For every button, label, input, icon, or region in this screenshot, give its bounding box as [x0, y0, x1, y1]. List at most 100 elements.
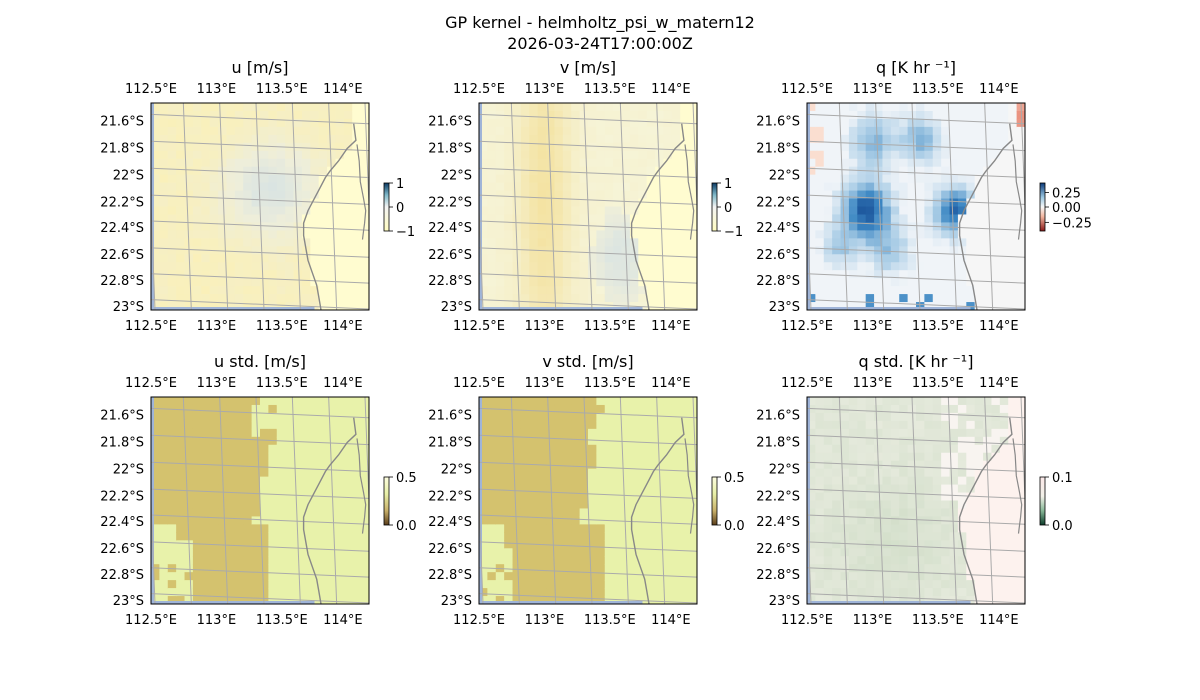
heatmap-cell	[1016, 476, 1025, 486]
heatmap-cell	[167, 126, 177, 136]
heatmap-cell	[882, 270, 892, 279]
y-tick-label: 23°S	[113, 594, 144, 609]
heatmap-cell	[999, 270, 1009, 279]
colorbar-tick-label: 0.0	[724, 519, 745, 534]
heatmap-cell	[260, 460, 269, 470]
heatmap-cell	[848, 110, 858, 120]
heatmap-cell	[957, 484, 967, 494]
heatmap-cell	[276, 572, 286, 581]
heatmap-cell	[201, 452, 211, 462]
heatmap-cell	[243, 500, 253, 510]
heatmap-cell	[949, 134, 959, 144]
heatmap-cell	[184, 476, 194, 486]
heatmap-cell	[646, 150, 656, 160]
heatmap-cell	[857, 294, 867, 303]
heatmap-cell	[218, 492, 228, 502]
heatmap-cell	[924, 452, 934, 462]
heatmap-cell	[857, 572, 867, 581]
heatmap-cell	[318, 158, 328, 168]
heatmap-cell	[554, 230, 564, 239]
heatmap-cell	[546, 484, 556, 494]
heatmap-cell	[663, 500, 673, 510]
heatmap-cell	[310, 190, 320, 200]
heatmap-cell	[916, 500, 925, 510]
heatmap-cell	[865, 500, 875, 510]
heatmap-cell	[924, 150, 934, 160]
heatmap-cell	[882, 428, 892, 438]
heatmap-cell	[815, 246, 825, 255]
heatmap-cell	[815, 262, 825, 271]
heatmap-cell	[840, 134, 850, 144]
heatmap-cell	[546, 142, 556, 152]
heatmap-cell	[823, 134, 833, 144]
heatmap-cell	[260, 198, 269, 208]
heatmap-cell	[201, 278, 211, 287]
heatmap-cell	[865, 412, 875, 422]
heatmap-cell	[352, 420, 362, 430]
heatmap-cell	[268, 278, 278, 287]
heatmap-cell	[260, 428, 269, 438]
colorbar	[1039, 182, 1046, 232]
heatmap-cell	[151, 174, 160, 184]
heatmap-cell	[529, 294, 539, 303]
heatmap-cell	[504, 206, 514, 216]
heatmap-cell	[949, 294, 959, 303]
heatmap-cell	[848, 588, 858, 597]
heatmap-cell	[285, 158, 295, 168]
heatmap-cell	[924, 548, 934, 557]
heatmap-cell	[974, 262, 984, 271]
heatmap-cell	[815, 580, 825, 589]
heatmap-cell	[192, 556, 202, 565]
heatmap-cell	[629, 524, 639, 533]
heatmap-cell	[1008, 238, 1018, 247]
heatmap-cell	[932, 198, 942, 208]
heatmap-cell	[874, 238, 884, 247]
heatmap-cell	[579, 238, 589, 247]
heatmap-cell	[983, 420, 993, 430]
colorbar	[711, 182, 718, 232]
heatmap-cell	[974, 238, 984, 247]
heatmap-cell	[832, 118, 842, 128]
heatmap-cell	[638, 484, 648, 494]
heatmap-cell	[957, 580, 967, 589]
heatmap-cell	[865, 254, 875, 263]
heatmap-cell	[663, 460, 673, 470]
heatmap-cell	[335, 452, 345, 462]
heatmap-cell	[621, 174, 631, 184]
heatmap-cell	[613, 404, 623, 414]
heatmap-cell	[360, 150, 369, 160]
heatmap-cell	[495, 230, 505, 239]
y-tick-label: 22.8°S	[756, 568, 800, 583]
y-tick-label: 22.4°S	[100, 515, 144, 530]
heatmap-cell	[571, 278, 581, 287]
heatmap-cell	[343, 158, 353, 168]
heatmap-cell	[680, 397, 690, 406]
heatmap-cell	[192, 294, 202, 303]
heatmap-cell	[251, 484, 261, 494]
heatmap-cell	[554, 508, 564, 518]
heatmap-cell	[638, 182, 648, 192]
heatmap-cell	[327, 262, 337, 271]
heatmap-cell	[899, 468, 909, 478]
heatmap-cell	[487, 516, 497, 525]
heatmap-cell	[924, 142, 934, 152]
heatmap-cell	[571, 444, 581, 454]
heatmap-cell	[991, 206, 1001, 216]
heatmap-cell	[890, 103, 900, 112]
heatmap-cell	[520, 492, 530, 502]
heatmap-cell	[916, 564, 925, 573]
heatmap-cell	[335, 103, 345, 112]
heatmap-cell	[596, 278, 606, 287]
heatmap-cell	[226, 397, 236, 406]
coastline-island	[356, 438, 367, 534]
heatmap-cell	[974, 126, 984, 136]
heatmap-cell	[907, 596, 917, 604]
heatmap-cell	[596, 222, 606, 231]
heatmap-cell	[579, 214, 589, 224]
heatmap-cell	[251, 246, 261, 255]
heatmap-cell	[596, 420, 606, 430]
heatmap-cell	[638, 420, 648, 430]
heatmap-cell	[832, 484, 842, 494]
heatmap-cell	[999, 198, 1009, 208]
heatmap-cell	[596, 286, 606, 295]
